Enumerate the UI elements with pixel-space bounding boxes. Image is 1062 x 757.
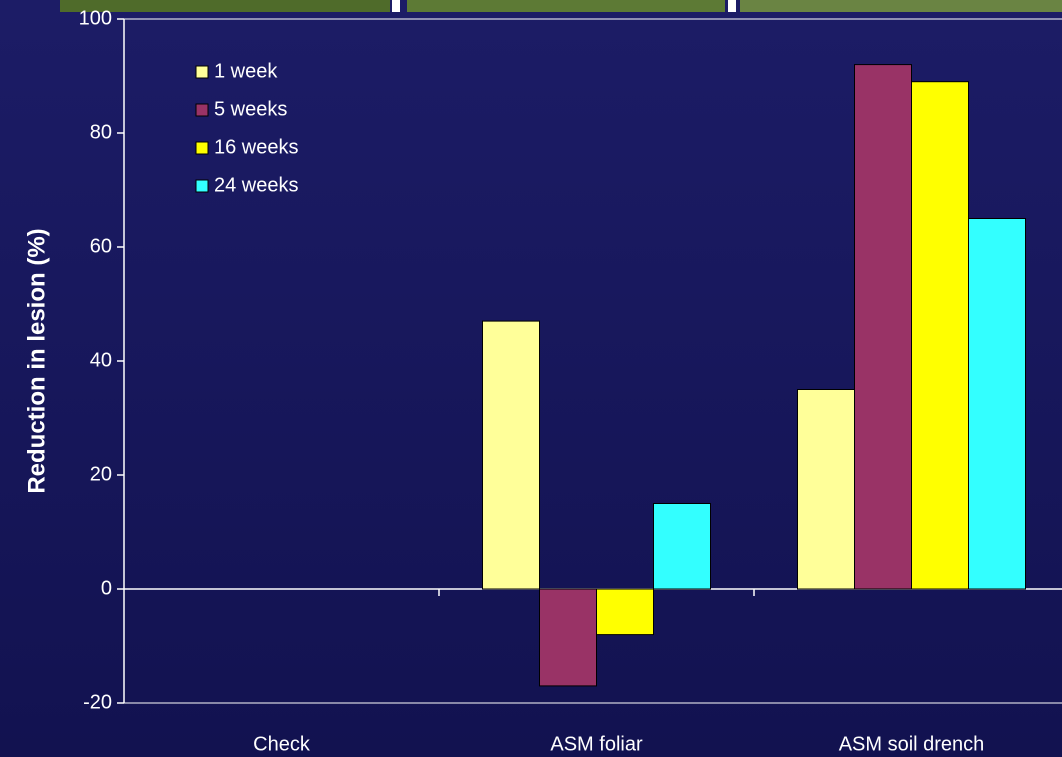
- legend-label: 24 weeks: [214, 174, 299, 196]
- bar: [968, 218, 1026, 590]
- y-tick-label: 100: [79, 7, 112, 29]
- y-tick-label: 80: [90, 121, 112, 143]
- legend-swatch: [195, 179, 209, 193]
- bar: [854, 64, 912, 590]
- x-tick-label: ASM foliar: [550, 733, 643, 755]
- y-tick-label: 40: [90, 349, 112, 371]
- bar: [797, 389, 855, 590]
- bar: [653, 503, 711, 590]
- legend-swatch: [195, 103, 209, 117]
- legend-label: 16 weeks: [214, 136, 299, 158]
- legend-swatch: [195, 65, 209, 79]
- y-tick-label: 60: [90, 235, 112, 257]
- y-axis-label: Reduction in lesion (%): [23, 228, 50, 493]
- photo-strip: [60, 0, 1062, 12]
- legend-swatch: [195, 141, 209, 155]
- y-tick-label: 20: [90, 463, 112, 485]
- y-tick-label: -20: [83, 691, 112, 713]
- bar: [596, 588, 654, 636]
- bar: [482, 320, 540, 590]
- bar: [539, 588, 597, 687]
- legend-label: 1 week: [214, 60, 278, 82]
- bar: [911, 81, 969, 590]
- x-tick-label: Check: [253, 733, 311, 755]
- y-tick-label: 0: [101, 577, 112, 599]
- legend-label: 5 weeks: [214, 98, 287, 120]
- x-tick-label: ASM soil drench: [839, 733, 985, 755]
